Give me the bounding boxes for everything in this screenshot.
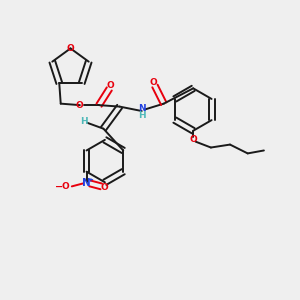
Text: O: O [189,135,197,144]
Text: N: N [82,178,91,188]
Text: N: N [138,103,146,112]
Text: O: O [150,78,157,87]
Text: +: + [87,177,93,183]
Text: −: − [55,182,63,192]
Text: O: O [107,81,115,90]
Text: H: H [138,111,146,120]
Text: H: H [80,117,88,126]
Text: O: O [76,100,84,109]
Text: O: O [61,182,69,191]
Text: O: O [101,183,109,192]
Text: O: O [67,44,74,53]
